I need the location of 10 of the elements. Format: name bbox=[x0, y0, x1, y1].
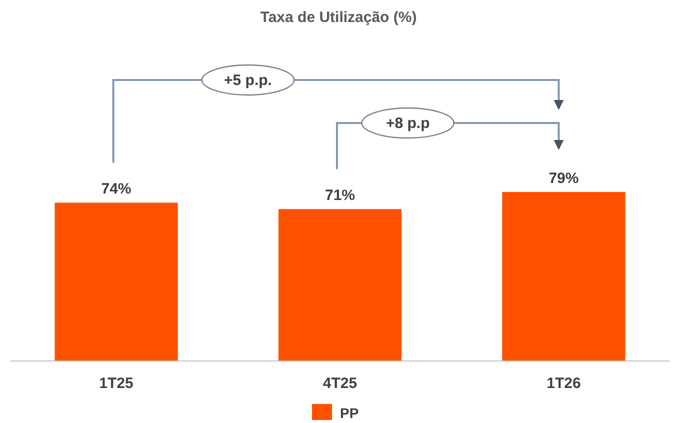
text: +5 p.p. bbox=[224, 72, 272, 89]
x-tick-label: 1T26 bbox=[546, 375, 581, 392]
text: +8 p.p bbox=[386, 115, 430, 132]
chart-title: Taxa de Utilização (%) bbox=[260, 9, 417, 26]
data-label: 71% bbox=[324, 187, 356, 204]
data-label: 74% bbox=[101, 180, 132, 198]
legend-label: PP bbox=[340, 405, 359, 421]
data-label: 79% bbox=[548, 170, 579, 187]
x-tick-label: 1T25 bbox=[99, 375, 134, 392]
x-tick-label: 4T25 bbox=[322, 375, 358, 392]
